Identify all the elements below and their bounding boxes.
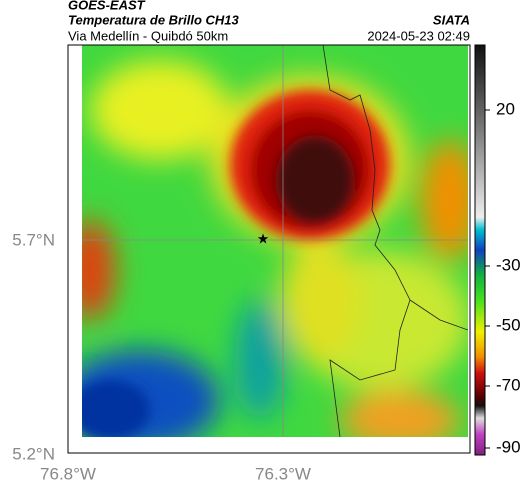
lat-label: 5.2°N — [12, 444, 55, 463]
satellite: GOES-EAST — [68, 0, 146, 12]
colorbar-label: -50 — [496, 315, 521, 334]
colorbar-label: -90 — [496, 437, 521, 456]
svg-text:★: ★ — [257, 231, 270, 247]
map-frame — [67, 44, 471, 454]
colorbar-label: -70 — [496, 375, 521, 394]
lon-label: 76.3°W — [255, 464, 311, 483]
source: SIATA — [433, 12, 470, 27]
colorbar-label: -30 — [496, 255, 521, 274]
lon-label: 76.8°W — [40, 464, 96, 483]
lat-label: 5.7°N — [12, 230, 55, 249]
colorbar-ticks: 20 -30 -50 -70 -90 — [485, 99, 521, 456]
timestamp: 2024-05-23 02:49 — [367, 28, 470, 43]
colorbar — [474, 44, 486, 456]
satellite-image: ★ — [82, 45, 468, 437]
region: Via Medellín - Quibdó 50km — [68, 28, 228, 43]
colorbar-label: 20 — [496, 99, 515, 118]
product: Temperatura de Brillo CH13 — [68, 12, 240, 27]
